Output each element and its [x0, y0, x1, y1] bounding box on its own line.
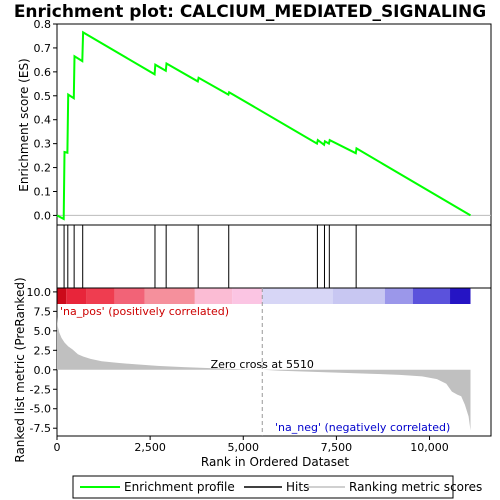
es-tick-label: 0.0: [34, 209, 52, 222]
x-tick-label: 0: [54, 441, 61, 454]
heat-bar-segment: [57, 288, 67, 304]
es-tick-label: 0.6: [34, 66, 52, 79]
heat-bar-segment: [412, 288, 451, 304]
heat-bar-segment: [194, 288, 233, 304]
es-axis-label: Enrichment score (ES): [17, 58, 31, 191]
legend-label-ranking-metric: Ranking metric scores: [349, 480, 482, 494]
heat-bar-segment: [232, 288, 263, 304]
x-tick-label: 10,000: [410, 441, 449, 454]
es-tick-label: 0.8: [34, 18, 52, 31]
metric-tick-label: 7.5: [34, 305, 52, 318]
heat-bar-segment: [114, 288, 145, 304]
heat-bar-segment: [262, 288, 333, 304]
enrichment-profile-line: [56, 30, 472, 221]
zero-cross-label: Zero cross at 5510: [211, 358, 314, 371]
es-tick-label: 0.4: [34, 114, 52, 127]
metric-tick-label: 5.0: [34, 325, 52, 338]
legend-label-hits: Hits: [286, 480, 309, 494]
positive-correlation-label: 'na_pos' (positively correlated): [60, 305, 229, 318]
metric-axis-label: Ranked list metric (PreRanked): [13, 277, 27, 462]
heat-bar-segment: [384, 288, 413, 304]
metric-tick-label: -2.5: [30, 383, 51, 396]
x-axis-label: Rank in Ordered Dataset: [201, 455, 349, 469]
hits-panel-frame: [56, 224, 492, 289]
es-tick-label: 0.1: [34, 186, 52, 199]
heat-bar-segment: [450, 288, 471, 304]
heat-bar-segment: [332, 288, 385, 304]
chart-title: Enrichment plot: CALCIUM_MEDIATED_SIGNAL…: [14, 2, 486, 22]
legend: Enrichment profile Hits Ranking metric s…: [72, 475, 482, 499]
metric-tick-label: -5.0: [30, 403, 51, 416]
es-tick-label: 0.5: [34, 90, 52, 103]
heat-bar-segment: [86, 288, 115, 304]
x-tick-label: 2,500: [134, 441, 166, 454]
es-tick-label: 0.3: [34, 138, 52, 151]
legend-label-enrichment-profile: Enrichment profile: [124, 480, 235, 494]
es-tick-label: 0.2: [34, 162, 52, 175]
heat-bar-segment: [66, 288, 87, 304]
x-tick-label: 5,000: [228, 441, 260, 454]
ranking-heat-bar: [57, 288, 471, 304]
ranking-metric-area: [57, 316, 471, 431]
negative-correlation-label: 'na_neg' (negatively correlated): [275, 421, 450, 434]
es-panel: 0.0 0.1 0.2 0.3 0.4 0.5 0.6 0.7 0.8 Enrichment s…: [17, 18, 492, 226]
metric-tick-label: 2.5: [34, 344, 52, 357]
metric-tick-label: 10.0: [27, 286, 52, 299]
hits-panel: [56, 224, 492, 289]
metric-panel: 10.0 7.5 5.0 2.5 0.0 -2.5 -5.0 -7.5 Zero cross …: [13, 277, 492, 463]
es-tick-label: 0.7: [34, 42, 52, 55]
metric-tick-label: -7.5: [30, 422, 51, 435]
heat-bar-segment: [144, 288, 195, 304]
metric-tick-label: 0.0: [34, 364, 52, 377]
x-tick-label: 7,500: [321, 441, 353, 454]
